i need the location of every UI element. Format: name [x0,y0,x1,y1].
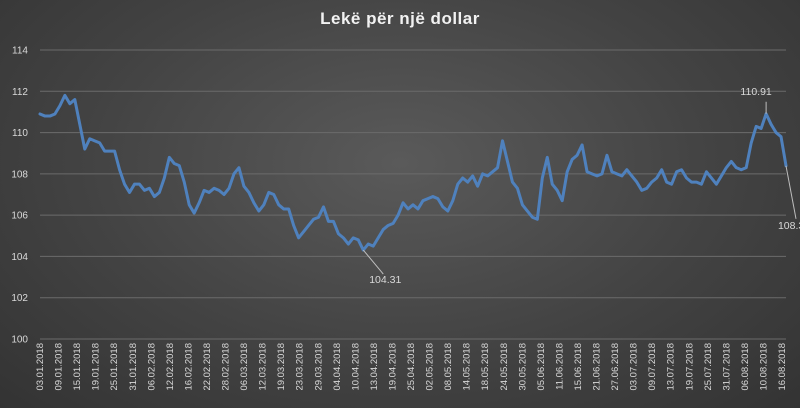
data-label: 108.39 [778,220,800,232]
x-tick-label: 25.07.2018 [703,343,714,391]
y-tick-label: 106 [11,211,28,222]
x-tick-label: 28.02.2018 [221,343,232,391]
x-tick-label: 10.04.2018 [350,343,361,391]
x-tick-label: 11.06.2018 [554,343,565,390]
x-tick-label: 14.05.2018 [462,343,473,391]
y-tick-label: 104 [11,252,28,263]
x-tick-label: 25.04.2018 [406,343,417,391]
x-tick-label: 12.03.2018 [258,343,269,391]
x-tick-label: 25.01.2018 [109,343,120,391]
x-tick-label: 30.05.2018 [517,343,528,391]
x-tick-label: 19.01.2018 [91,343,102,391]
x-tick-label: 02.05.2018 [425,343,436,391]
x-tick-label: 06.08.2018 [740,343,751,391]
x-tick-label: 19.03.2018 [276,343,287,391]
x-tick-label: 10.08.2018 [758,343,769,391]
x-tick-label: 06.03.2018 [239,343,250,391]
series-line [38,93,788,252]
x-tick-label: 09.01.2018 [54,343,65,391]
y-tick-label: 110 [12,128,28,139]
data-label: 104.31 [369,274,401,286]
x-tick-label: 23.03.2018 [295,343,306,391]
chart-title: Lekë për një dollar [320,9,480,28]
annotation-leader [362,249,384,275]
x-tick-label: 03.07.2018 [629,343,640,391]
y-tick-label: 114 [12,46,28,57]
x-tick-label: 16.02.2018 [183,343,194,391]
x-tick-label: 06.02.2018 [146,343,157,391]
x-tick-label: 13.07.2018 [666,343,677,391]
x-tick-label: 05.06.2018 [536,343,547,391]
y-tick-label: 100 [11,335,28,346]
x-tick-label: 04.04.2018 [332,343,343,391]
x-tick-label: 31.01.2018 [128,343,139,391]
y-tick-label: 102 [11,293,28,304]
x-tick-label: 18.05.2018 [480,343,491,391]
y-tick-label: 108 [11,169,28,180]
x-tick-label: 13.04.2018 [369,343,380,391]
x-tick-label: 24.05.2018 [499,343,510,391]
y-tick-label: 112 [12,87,28,98]
x-tick-label: 22.02.2018 [202,343,213,391]
x-tick-label: 21.06.2018 [592,343,603,391]
x-tick-label: 19.07.2018 [684,343,695,391]
x-tick-label: 16.08.2018 [777,343,788,391]
x-tick-label: 03.01.2018 [35,343,46,391]
x-tick-label: 09.07.2018 [647,343,658,391]
x-tick-label: 19.04.2018 [387,343,398,391]
data-label: 110.91 [740,86,771,98]
x-tick-label: 15.01.2018 [72,343,83,391]
x-tick-label: 31.07.2018 [721,343,732,391]
x-tick-label: 29.03.2018 [313,343,324,391]
x-tick-label: 08.05.2018 [443,343,454,391]
annotation-leader [785,165,797,219]
x-tick-label: 15.06.2018 [573,343,584,391]
x-tick-label: 12.02.2018 [165,343,176,391]
x-tick-label: 27.06.2018 [610,343,621,391]
